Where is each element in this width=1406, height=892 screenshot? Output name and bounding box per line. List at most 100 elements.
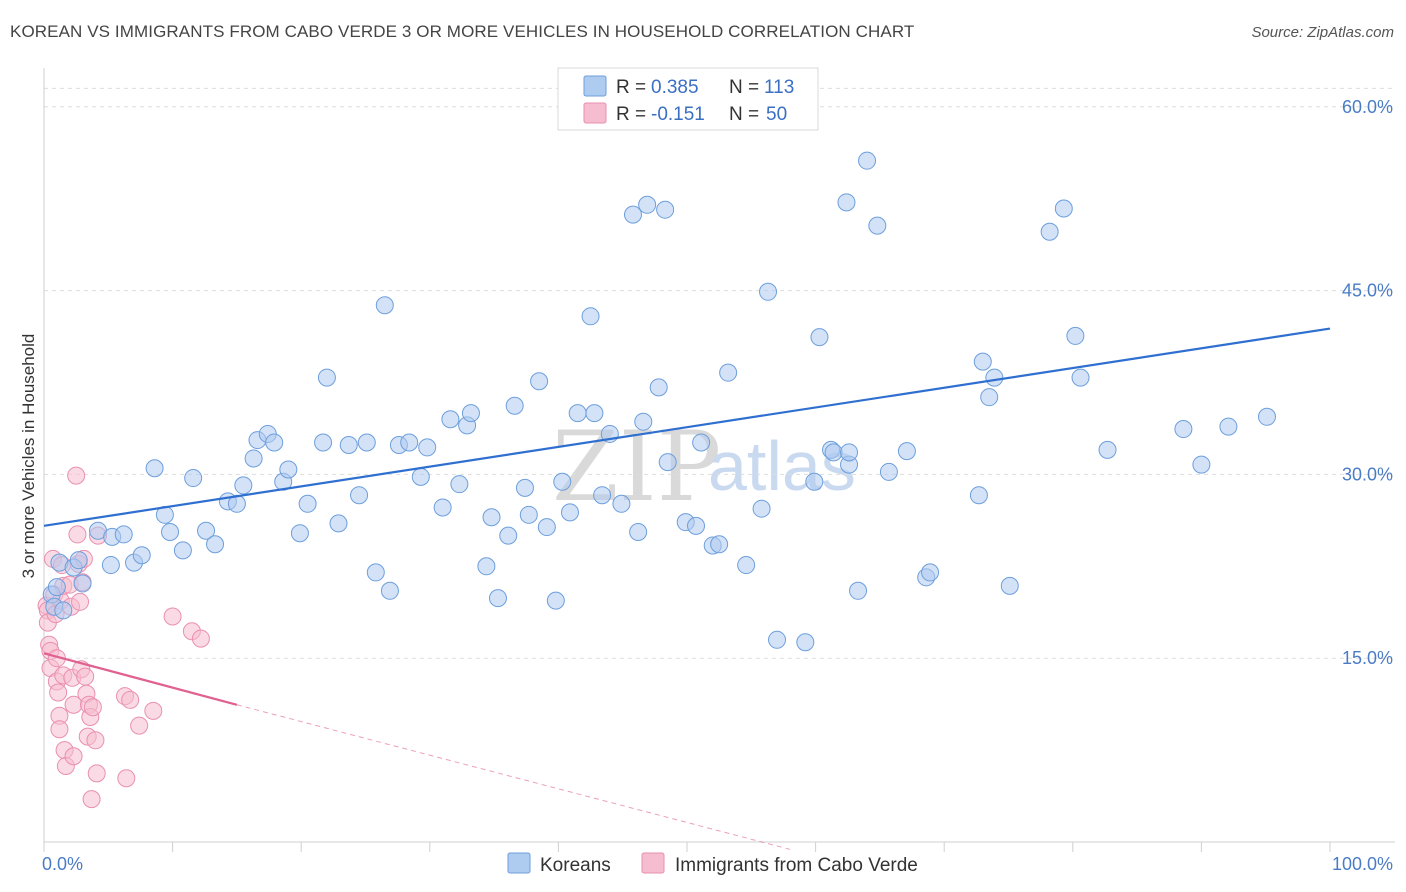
legend-r-label: R = bbox=[616, 77, 646, 98]
koreans-point bbox=[719, 363, 738, 382]
chart-source: Source: ZipAtlas.com bbox=[1251, 24, 1394, 41]
koreans-point bbox=[985, 368, 1004, 387]
koreans-point bbox=[206, 535, 225, 554]
koreans-point bbox=[350, 486, 369, 505]
watermark-zip: ZIP bbox=[552, 411, 721, 523]
legend-swatch-koreans bbox=[583, 75, 607, 97]
cabo-verde-point bbox=[67, 466, 86, 485]
koreans-point bbox=[184, 469, 203, 488]
koreans-point bbox=[488, 589, 507, 608]
koreans-point bbox=[692, 433, 711, 452]
cabo-verde-point bbox=[82, 790, 101, 809]
koreans-trend-line bbox=[43, 327, 1331, 527]
cabo-verde-trend-line bbox=[43, 652, 238, 706]
koreans-point bbox=[768, 630, 787, 649]
koreans-point bbox=[585, 404, 604, 423]
koreans-point bbox=[1054, 199, 1073, 218]
koreans-point bbox=[329, 514, 348, 533]
koreans-point bbox=[132, 546, 151, 565]
correlation-legend: R = 0.385 N = 113 R = -0.151 N = 50 bbox=[557, 67, 819, 131]
koreans-point bbox=[1066, 326, 1085, 345]
bottom-legend-label-koreans: Koreans bbox=[540, 855, 611, 876]
koreans-point bbox=[849, 581, 868, 600]
koreans-point bbox=[482, 508, 501, 527]
koreans-point bbox=[357, 433, 376, 452]
koreans-point bbox=[1040, 222, 1059, 241]
koreans-point bbox=[537, 518, 556, 537]
y-tick-label: 15.0% bbox=[1342, 648, 1393, 668]
koreans-point bbox=[279, 460, 298, 479]
koreans-point bbox=[759, 282, 778, 301]
cabo-verde-point bbox=[68, 525, 87, 544]
koreans-point bbox=[418, 438, 437, 457]
legend-r-label: R = bbox=[616, 104, 646, 125]
koreans-point bbox=[450, 475, 469, 494]
koreans-point bbox=[197, 521, 216, 540]
watermark-atlas: atlas bbox=[708, 427, 856, 505]
koreans-point bbox=[314, 433, 333, 452]
koreans-point bbox=[375, 296, 394, 315]
koreans-point bbox=[1071, 368, 1090, 387]
koreans-point bbox=[380, 581, 399, 600]
koreans-point bbox=[612, 494, 631, 513]
koreans-point bbox=[840, 443, 859, 462]
cabo-verde-points bbox=[37, 466, 210, 809]
koreans-point bbox=[568, 404, 587, 423]
koreans-point bbox=[515, 478, 534, 497]
koreans-point bbox=[161, 522, 180, 541]
cabo-verde-point bbox=[83, 698, 102, 717]
bottom-legend-swatch-koreans bbox=[507, 852, 531, 874]
koreans-point bbox=[366, 563, 385, 582]
koreans-point bbox=[824, 443, 843, 462]
koreans-point bbox=[505, 396, 524, 415]
koreans-point bbox=[581, 307, 600, 326]
koreans-point bbox=[656, 200, 675, 219]
cabo-verde-point bbox=[163, 607, 182, 626]
koreans-point bbox=[298, 494, 317, 513]
koreans-point bbox=[244, 449, 263, 468]
cabo-verde-point bbox=[49, 683, 68, 702]
y-tick-label: 45.0% bbox=[1342, 281, 1393, 301]
koreans-point bbox=[265, 433, 284, 452]
koreans-point bbox=[687, 516, 706, 535]
koreans-point bbox=[101, 556, 120, 575]
legend-n-value: 113 bbox=[764, 77, 794, 98]
koreans-point bbox=[553, 472, 572, 491]
koreans-point bbox=[1098, 440, 1117, 459]
koreans-points bbox=[42, 151, 1276, 652]
legend-n-value: 50 bbox=[766, 104, 787, 125]
koreans-point bbox=[1174, 420, 1193, 439]
koreans-point bbox=[969, 486, 988, 505]
koreans-point bbox=[1000, 576, 1019, 595]
koreans-point bbox=[921, 563, 940, 582]
cabo-verde-point bbox=[71, 592, 90, 611]
koreans-point bbox=[441, 410, 460, 429]
watermark: ZIP atlas bbox=[552, 411, 856, 523]
koreans-point bbox=[879, 462, 898, 481]
koreans-point bbox=[868, 216, 887, 235]
koreans-point bbox=[173, 541, 192, 560]
koreans-point bbox=[796, 633, 815, 652]
koreans-point bbox=[805, 472, 824, 491]
koreans-point bbox=[530, 372, 549, 391]
legend-r-value: 0.385 bbox=[651, 77, 699, 98]
koreans-point bbox=[47, 578, 66, 597]
koreans-point bbox=[519, 505, 538, 524]
koreans-point bbox=[1192, 455, 1211, 474]
cabo-verde-point bbox=[76, 667, 95, 686]
koreans-point bbox=[477, 557, 496, 576]
koreans-point bbox=[69, 551, 88, 570]
koreans-point bbox=[433, 498, 452, 517]
koreans-point bbox=[629, 522, 648, 541]
koreans-point bbox=[1219, 417, 1238, 436]
koreans-point bbox=[973, 352, 992, 371]
cabo-verde-trend-extension bbox=[236, 704, 791, 850]
y-axis-label: 3 or more Vehicles in Household bbox=[19, 334, 38, 579]
koreans-point bbox=[114, 525, 133, 544]
y-tick-label: 60.0% bbox=[1342, 97, 1393, 117]
y-tick-labels: 15.0% 30.0% 45.0% 60.0% bbox=[1342, 97, 1393, 668]
cabo-verde-point bbox=[50, 720, 69, 739]
chart-title: KOREAN VS IMMIGRANTS FROM CABO VERDE 3 O… bbox=[10, 22, 915, 41]
koreans-point bbox=[638, 195, 657, 214]
